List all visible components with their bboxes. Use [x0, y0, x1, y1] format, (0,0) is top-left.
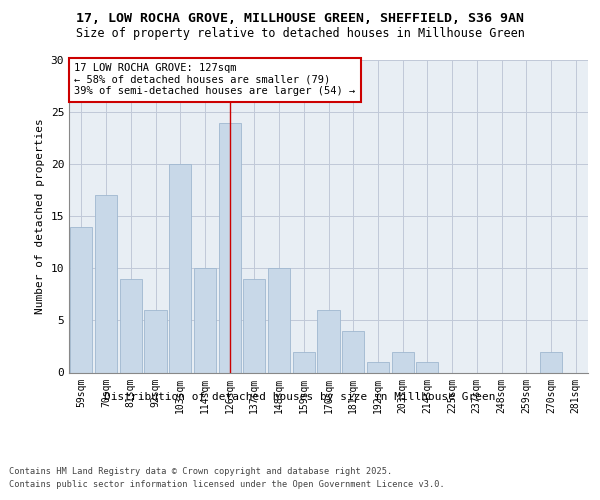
- Y-axis label: Number of detached properties: Number of detached properties: [35, 118, 45, 314]
- Text: 17 LOW ROCHA GROVE: 127sqm
← 58% of detached houses are smaller (79)
39% of semi: 17 LOW ROCHA GROVE: 127sqm ← 58% of deta…: [74, 63, 355, 96]
- Bar: [392, 352, 414, 372]
- Bar: [293, 352, 315, 372]
- Bar: [145, 310, 167, 372]
- Bar: [342, 331, 364, 372]
- Bar: [95, 196, 117, 372]
- Bar: [218, 122, 241, 372]
- Bar: [367, 362, 389, 372]
- Bar: [416, 362, 439, 372]
- Bar: [169, 164, 191, 372]
- Text: Distribution of detached houses by size in Millhouse Green: Distribution of detached houses by size …: [104, 392, 496, 402]
- Bar: [119, 279, 142, 372]
- Text: Size of property relative to detached houses in Millhouse Green: Size of property relative to detached ho…: [76, 28, 524, 40]
- Bar: [540, 352, 562, 372]
- Bar: [243, 279, 265, 372]
- Bar: [268, 268, 290, 372]
- Bar: [317, 310, 340, 372]
- Text: Contains public sector information licensed under the Open Government Licence v3: Contains public sector information licen…: [9, 480, 445, 489]
- Bar: [194, 268, 216, 372]
- Text: Contains HM Land Registry data © Crown copyright and database right 2025.: Contains HM Land Registry data © Crown c…: [9, 468, 392, 476]
- Bar: [70, 226, 92, 372]
- Text: 17, LOW ROCHA GROVE, MILLHOUSE GREEN, SHEFFIELD, S36 9AN: 17, LOW ROCHA GROVE, MILLHOUSE GREEN, SH…: [76, 12, 524, 26]
